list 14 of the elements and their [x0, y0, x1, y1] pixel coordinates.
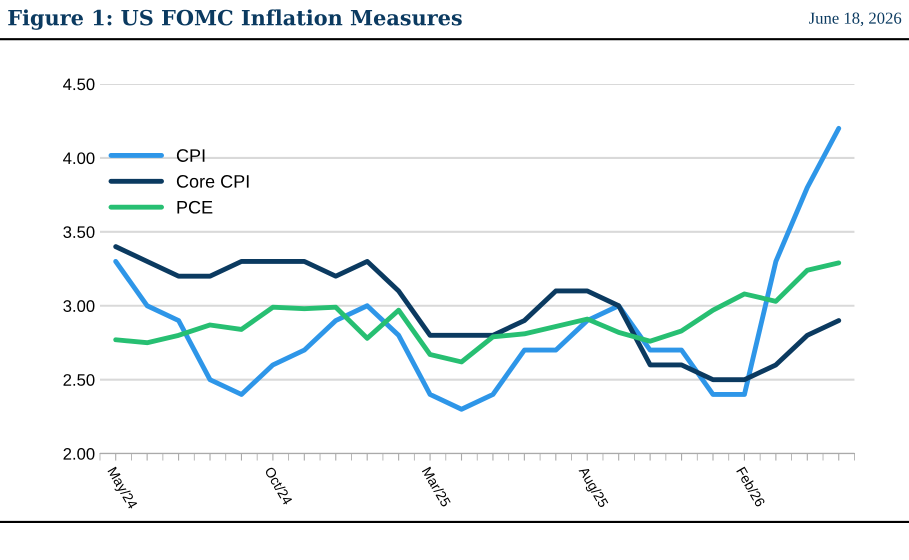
legend-label: Core CPI: [176, 175, 249, 188]
y-tick-label: 3.00: [63, 300, 94, 312]
chart-subtitle: June 18, 2026: [809, 12, 902, 26]
y-tick-label: 4.50: [63, 78, 94, 90]
legend-label: PCE: [177, 200, 212, 214]
y-tick-label: 2.00: [64, 448, 94, 460]
y-tick-label: 4.00: [63, 152, 94, 164]
line-series: [113, 244, 842, 382]
line-series: [113, 126, 842, 412]
chart-title: Figure 1: US FOMC Inflation Measures: [8, 9, 462, 30]
y-tick-label: 3.50: [63, 226, 94, 238]
line-series: [113, 260, 842, 364]
y-tick-label: 2.50: [64, 374, 94, 386]
legend-label: CPI: [176, 149, 204, 162]
